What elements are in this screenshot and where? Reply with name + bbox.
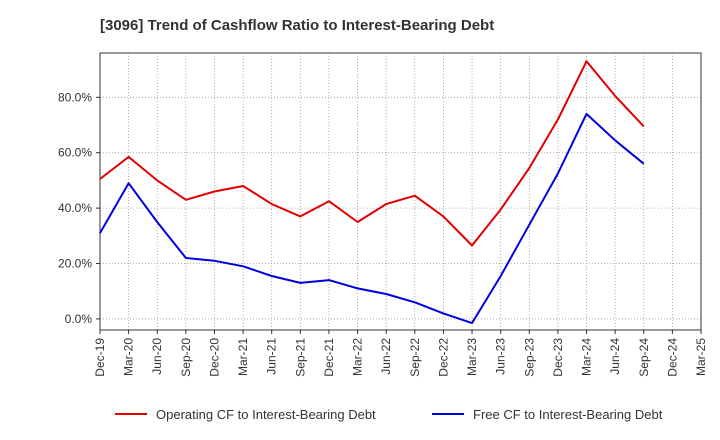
y-tick-label: 40.0% bbox=[58, 201, 92, 215]
x-tick-label: Mar-22 bbox=[351, 338, 365, 376]
x-axis: Dec-19 Mar-20 Jun-20 Sep-20 Dec-20 Mar-21 Jun-… bbox=[93, 330, 708, 377]
x-tick-label: Sep-20 bbox=[179, 338, 193, 377]
x-tick-label: Mar-24 bbox=[580, 338, 594, 376]
x-tick-label: Sep-21 bbox=[293, 338, 307, 377]
plot-area bbox=[99, 52, 702, 331]
legend-label-2: Free CF to Interest-Bearing Debt bbox=[473, 407, 663, 422]
x-tick-label: Jun-21 bbox=[265, 338, 279, 375]
y-tick-label: 20.0% bbox=[58, 257, 92, 271]
x-tick-label: Jun-23 bbox=[494, 338, 508, 375]
grid bbox=[99, 53, 702, 330]
x-tick-label: Jun-20 bbox=[150, 338, 164, 375]
legend-label-1: Operating CF to Interest-Bearing Debt bbox=[156, 407, 376, 422]
x-tick-label: Mar-25 bbox=[694, 338, 708, 376]
x-tick-label: Mar-21 bbox=[236, 338, 250, 376]
y-tick-label: 0.0% bbox=[65, 312, 93, 326]
x-tick-label: Sep-23 bbox=[522, 338, 536, 377]
x-tick-label: Jun-22 bbox=[379, 338, 393, 375]
x-tick-label: Sep-24 bbox=[637, 338, 651, 377]
x-tick-label: Dec-24 bbox=[665, 338, 679, 377]
x-tick-label: Sep-22 bbox=[408, 338, 422, 377]
y-tick-label: 60.0% bbox=[58, 146, 92, 160]
y-tick-label: 80.0% bbox=[58, 90, 92, 104]
x-tick-label: Dec-23 bbox=[551, 338, 565, 377]
y-axis: 0.0% 20.0% 40.0% 60.0% 80.0% bbox=[58, 90, 100, 326]
x-tick-label: Dec-22 bbox=[436, 338, 450, 377]
chart-title: [3096] Trend of Cashflow Ratio to Intere… bbox=[100, 17, 494, 34]
x-tick-label: Mar-20 bbox=[122, 338, 136, 376]
x-tick-label: Dec-21 bbox=[322, 338, 336, 377]
series-lines bbox=[99, 60, 645, 325]
legend: Operating CF to Interest-Bearing Debt Fre… bbox=[115, 407, 663, 422]
x-tick-label: Mar-23 bbox=[465, 338, 479, 376]
series-line-2 bbox=[99, 112, 645, 325]
series-line-1 bbox=[99, 60, 645, 247]
x-tick-label: Dec-20 bbox=[207, 338, 221, 377]
x-tick-label: Dec-19 bbox=[93, 338, 107, 377]
x-tick-label: Jun-24 bbox=[608, 338, 622, 375]
